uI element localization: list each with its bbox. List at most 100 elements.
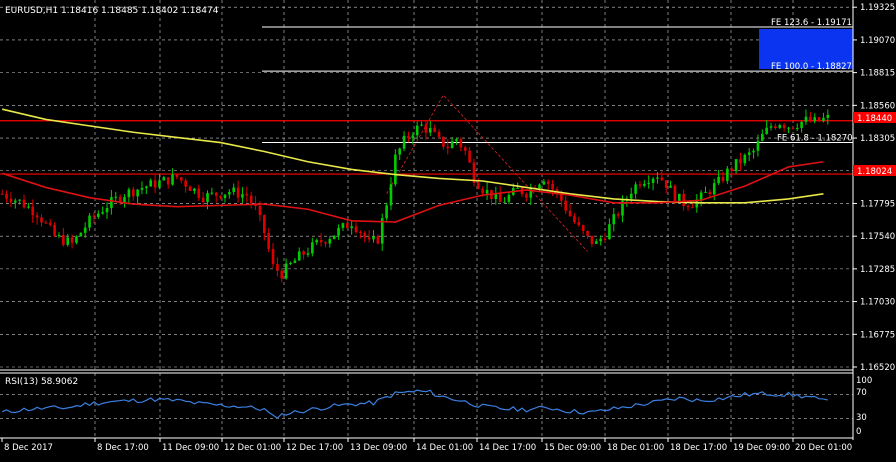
candle-body <box>778 124 782 128</box>
fibo-projection-box <box>759 28 853 70</box>
candle-body <box>175 174 179 178</box>
candle-body <box>660 177 664 181</box>
fibo-level-label: FE 100.0 - 1.18827 <box>771 62 852 72</box>
candle-body <box>634 184 637 194</box>
price-tick-label: 1.17795 <box>860 199 895 209</box>
candle-body <box>747 152 751 155</box>
candle-body <box>350 226 353 229</box>
candle-body <box>538 184 541 189</box>
candle-body <box>75 236 78 243</box>
candle-body <box>223 194 227 199</box>
candle-body <box>271 249 275 265</box>
candle-body <box>276 264 279 271</box>
current-price-label: 1.18440 <box>857 114 892 124</box>
candle-body <box>643 183 646 186</box>
candles <box>0 109 830 283</box>
candle-body <box>262 215 266 234</box>
rsi-level-0: 0 <box>856 427 861 437</box>
candle-body <box>822 117 825 121</box>
candle-body <box>612 214 616 225</box>
candle-body <box>40 217 43 223</box>
candle-body <box>826 114 830 118</box>
candle-body <box>35 215 39 218</box>
fibo-expansion[interactable]: FE 123.6 - 1.19171 FE 100.0 - 1.18827 FE 6… <box>262 18 853 252</box>
candle-body <box>765 127 768 134</box>
candle-body <box>214 192 218 196</box>
candle-body <box>472 162 476 183</box>
candle-body <box>284 263 288 279</box>
candle-body <box>5 193 8 199</box>
candle-body <box>105 208 109 213</box>
candle-body <box>96 213 100 217</box>
candle-body <box>315 240 319 243</box>
price-tick-label: 1.17285 <box>860 265 895 275</box>
candle-body <box>468 150 471 163</box>
time-tick-label: 14 Dec 17:00 <box>479 443 536 453</box>
candle-body <box>354 226 358 232</box>
candle-body <box>424 124 428 133</box>
candle-body <box>179 177 183 181</box>
time-tick-label: 19 Dec 09:00 <box>733 443 790 453</box>
candle-body <box>166 177 170 185</box>
candle-body <box>31 206 35 216</box>
candle-body <box>787 127 790 129</box>
candle-body <box>267 233 270 250</box>
time-tick-label: 8 Dec 2017 <box>4 443 53 453</box>
candle-body <box>555 189 559 193</box>
price-tick-label: 1.16520 <box>860 363 895 373</box>
candle-body <box>158 180 161 188</box>
price-tick-label: 1.18815 <box>860 69 895 79</box>
candle-body <box>594 241 598 244</box>
ma-fast-line <box>1 160 824 223</box>
candle-body <box>791 127 795 129</box>
candle-body <box>145 186 148 188</box>
candle-body <box>756 140 760 151</box>
candle-body <box>721 176 725 181</box>
candle-body <box>551 183 554 190</box>
candle-body <box>328 239 332 244</box>
grid <box>0 0 853 438</box>
candle-body <box>603 238 607 240</box>
candle-body <box>289 262 292 264</box>
candle-body <box>302 251 305 255</box>
candle-body <box>249 195 253 204</box>
candle-body <box>809 116 812 122</box>
candle-body <box>586 230 589 236</box>
candle-body <box>560 192 563 201</box>
time-tick-label: 13 Dec 09:00 <box>350 443 407 453</box>
candle-body <box>546 181 550 184</box>
candle-body <box>13 200 17 203</box>
candle-body <box>459 139 463 148</box>
candle-body <box>525 194 528 198</box>
candle-body <box>140 187 144 190</box>
rsi-level-100: 100 <box>856 376 872 386</box>
candle-body <box>682 193 685 206</box>
candle-body <box>101 212 104 214</box>
candle-body <box>197 188 201 198</box>
time-axis: 8 Dec 2017 8 Dec 17:00 11 Dec 09:00 12 Dec … <box>1 438 852 453</box>
candle-body <box>691 207 694 209</box>
candle-body <box>739 159 742 164</box>
candle-body <box>516 187 519 189</box>
rsi-indicator <box>0 389 853 419</box>
horizontal-lines[interactable] <box>0 120 853 175</box>
candle-body <box>127 189 131 198</box>
candle-body <box>245 194 249 196</box>
candle-body <box>389 184 393 206</box>
candle-body <box>363 232 367 238</box>
rsi-axis: 100 70 30 0 <box>856 376 872 437</box>
candle-body <box>123 197 126 203</box>
candle-body <box>813 117 817 122</box>
candle-body <box>53 224 56 236</box>
candle-body <box>88 215 91 228</box>
candle-body <box>118 196 122 203</box>
candle-body <box>411 135 415 139</box>
candle-body <box>577 222 581 226</box>
candle-body <box>717 176 720 184</box>
candle-body <box>394 154 397 185</box>
candle-body <box>494 193 498 199</box>
candle-body <box>206 193 209 203</box>
candle-body <box>651 178 655 183</box>
